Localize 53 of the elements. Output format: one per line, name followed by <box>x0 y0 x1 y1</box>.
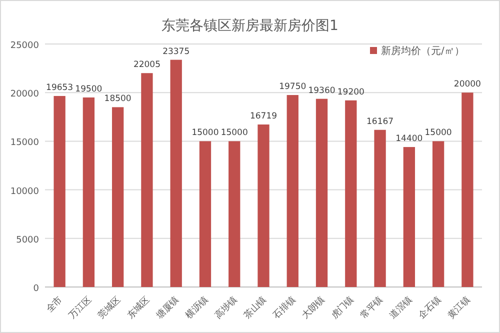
x-tick-label: 万江区 <box>66 294 94 322</box>
x-tick-label: 高埗镇 <box>212 294 240 322</box>
data-label: 14400 <box>396 134 423 144</box>
x-tick-label: 黄江镇 <box>446 294 473 322</box>
bar <box>462 92 474 287</box>
x-tick-label: 莞城区 <box>96 294 123 322</box>
legend-label: 新房均价（元/㎡） <box>381 45 464 57</box>
y-tick-label: 15000 <box>10 138 40 148</box>
bar <box>170 60 182 287</box>
data-label: 15000 <box>424 128 452 138</box>
data-label: 19200 <box>337 87 364 98</box>
x-tick-label: 茶山镇 <box>242 294 269 322</box>
bar <box>316 98 328 287</box>
data-label: 19653 <box>46 82 74 93</box>
bar <box>199 141 212 287</box>
x-tick-label: 全市 <box>44 294 65 315</box>
data-label: 15000 <box>192 128 219 138</box>
bar <box>345 100 357 287</box>
y-tick-label: 25000 <box>10 41 40 51</box>
y-tick-label: 5000 <box>16 235 40 246</box>
data-label: 20000 <box>454 80 481 90</box>
data-label: 23375 <box>162 46 190 57</box>
y-tick-label: 20000 <box>10 90 40 100</box>
x-tick-label: 石排镇 <box>270 294 298 322</box>
data-label: 18500 <box>104 94 132 104</box>
bar <box>403 147 415 287</box>
data-label: 15000 <box>220 128 248 138</box>
data-label: 19500 <box>75 84 102 94</box>
bar <box>228 141 240 287</box>
x-tick-label: 大朗镇 <box>300 294 327 322</box>
data-label: 19360 <box>308 86 336 96</box>
data-label: 16719 <box>250 111 278 122</box>
bar <box>112 107 124 287</box>
bar <box>82 97 95 287</box>
y-tick-label: 10000 <box>10 186 40 197</box>
data-label: 22005 <box>133 60 160 70</box>
bar <box>258 124 270 287</box>
bar <box>374 130 386 287</box>
bar <box>141 73 153 287</box>
x-tick-label: 横沥镇 <box>183 294 210 322</box>
bar <box>286 95 298 287</box>
data-label: 19750 <box>279 82 306 92</box>
x-tick-label: 东城区 <box>125 294 152 322</box>
x-tick-label: 虎门镇 <box>329 294 356 322</box>
bar <box>54 96 66 287</box>
bar <box>432 141 444 287</box>
data-label: 16167 <box>366 116 394 127</box>
x-tick-label: 道滘镇 <box>387 294 414 322</box>
y-tick-label: 0 <box>33 284 40 294</box>
x-tick-label: 常平镇 <box>358 294 386 322</box>
x-tick-label: 塘厦镇 <box>154 294 182 322</box>
x-tick-label: 企石镇 <box>416 294 444 322</box>
chart-title: 东莞各镇区新房最新房价图1 <box>162 18 338 34</box>
